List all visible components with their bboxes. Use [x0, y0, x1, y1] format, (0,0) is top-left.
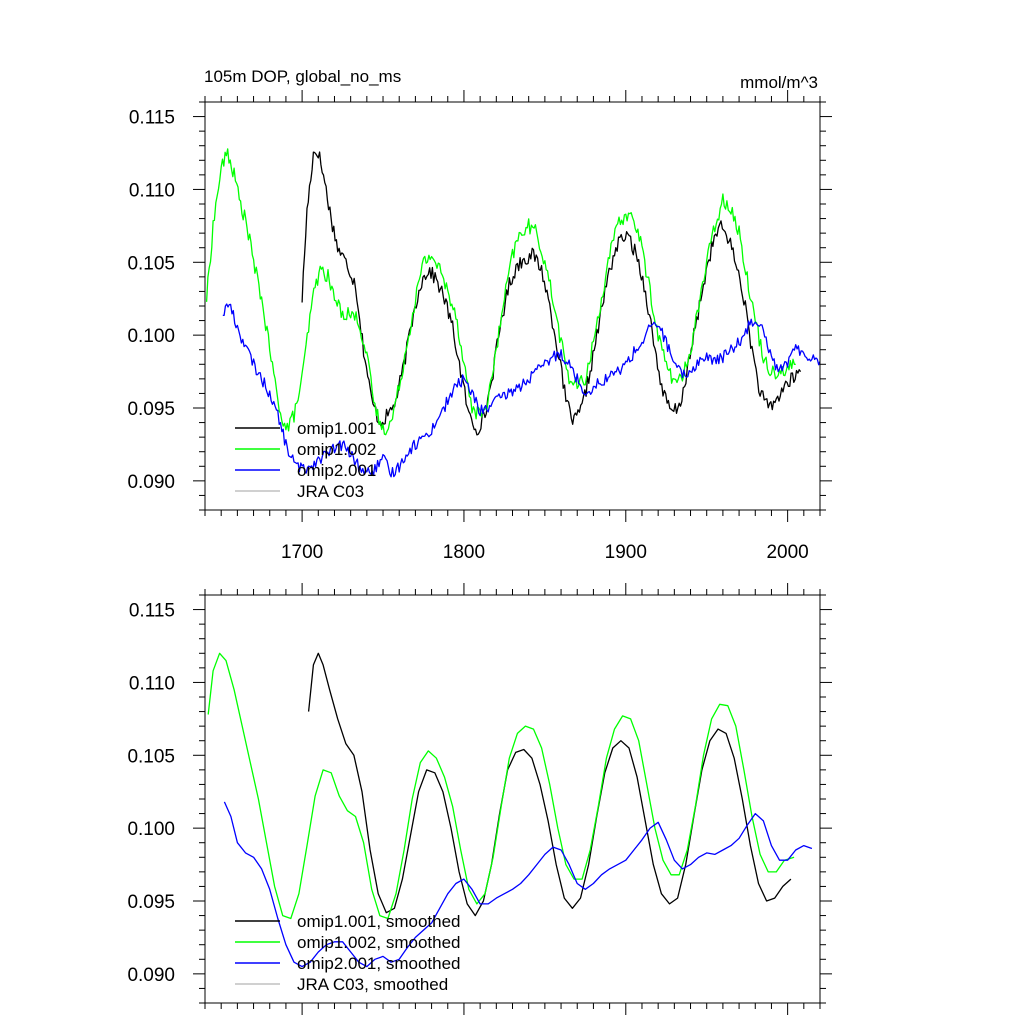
- y-tick-label: 0.115: [129, 601, 175, 622]
- x-tick-label: 1800: [443, 542, 485, 563]
- plot-area: [205, 148, 820, 478]
- legend-label: omip1.002, smoothed: [297, 933, 461, 952]
- y-tick-label: 0.095: [127, 892, 175, 913]
- y-tick-label: 0.100: [127, 819, 175, 840]
- x-tick-label: 1900: [605, 542, 647, 563]
- legend: omip1.001 omip1.002 omip2.001 JRA C03: [235, 419, 376, 501]
- legend-label: omip1.001: [297, 419, 376, 438]
- y-tick-label: 0.105: [127, 746, 175, 767]
- plot-area: [207, 652, 813, 968]
- series-line-omip1-001: [301, 151, 802, 436]
- legend-label: omip2.001, smoothed: [297, 954, 461, 973]
- legend-label: JRA C03: [297, 482, 364, 501]
- series-line-omip2-001: [222, 303, 820, 478]
- legend-label: JRA C03, smoothed: [297, 975, 448, 994]
- legend: omip1.001, smoothed omip1.002, smoothed om…: [235, 912, 461, 994]
- legend-label: omip2.001: [297, 461, 376, 480]
- x-tick-label: 2000: [766, 542, 808, 563]
- panel-bottom: 0.090 0.095 0.100 0.105 0.110 0.115 omip1.001,…: [127, 583, 832, 1015]
- legend-label: omip1.002: [297, 440, 376, 459]
- series-line-omip1-002: [205, 148, 796, 436]
- legend-label: omip1.001, smoothed: [297, 912, 461, 931]
- units-label: mmol/m^3: [740, 73, 818, 92]
- panel-top: 1700 1800 1900 2000 0.090 0.095 0.100 0.105 0.11…: [127, 90, 832, 563]
- y-tick-label: 0.105: [127, 253, 175, 274]
- y-tick-label: 0.110: [129, 673, 175, 694]
- y-tick-label: 0.095: [127, 399, 175, 420]
- y-tick-label: 0.090: [127, 472, 175, 493]
- y-tick-label: 0.090: [127, 965, 175, 986]
- series-line-omip1-001-smoothed: [307, 652, 792, 917]
- series-line-omip2-001-smoothed: [223, 801, 813, 968]
- x-tick-label: 1700: [281, 542, 323, 563]
- y-tick-label: 0.115: [129, 108, 175, 129]
- y-tick-label: 0.110: [129, 180, 175, 201]
- series-line-omip1-002-smoothed: [207, 652, 795, 920]
- figure-title: 105m DOP, global_no_ms: [204, 67, 401, 86]
- y-tick-label: 0.100: [127, 326, 175, 347]
